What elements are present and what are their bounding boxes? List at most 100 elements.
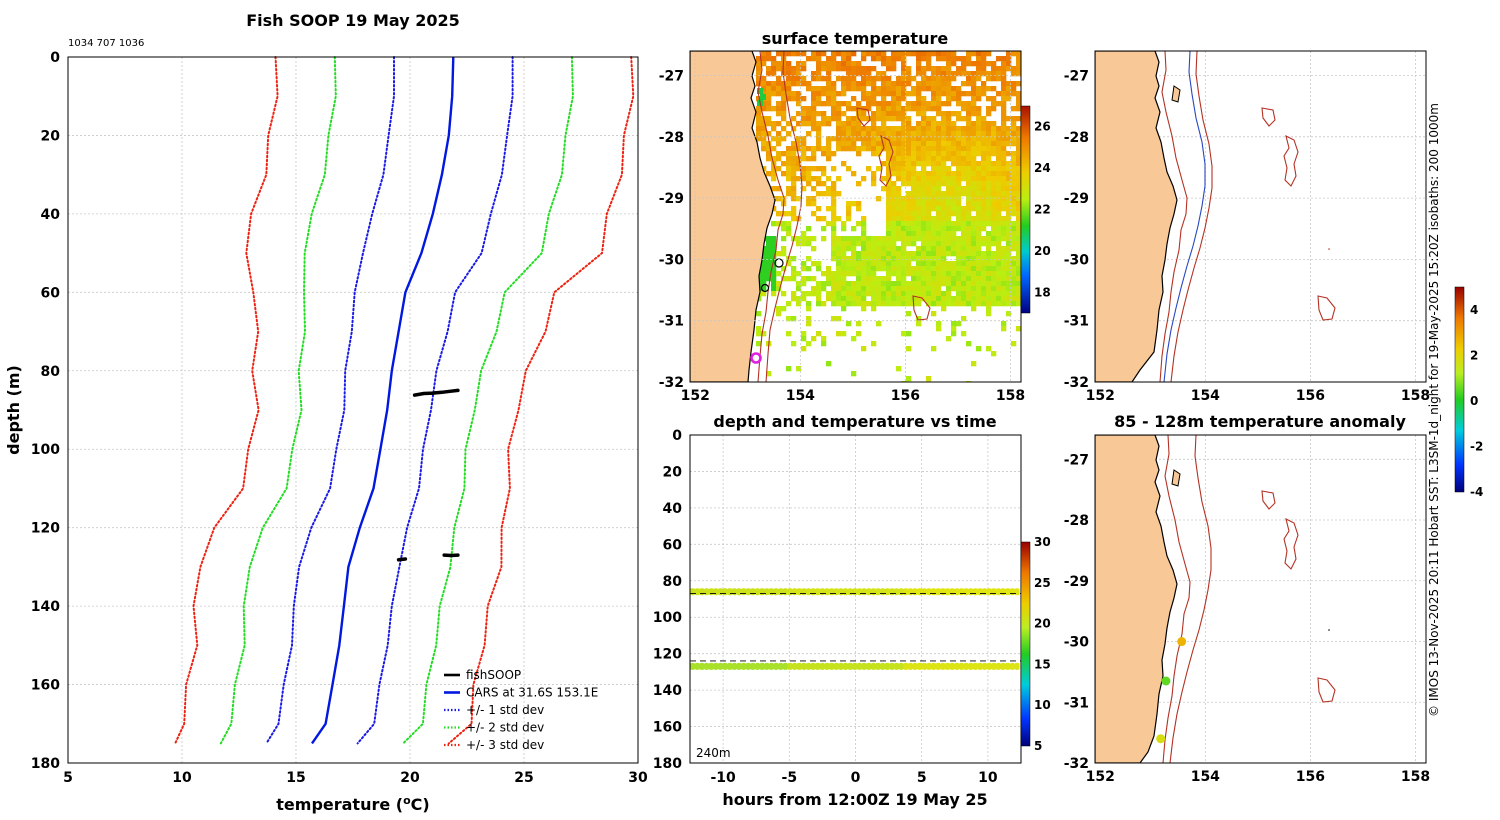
map-lon-tick: 154	[1191, 388, 1220, 404]
sst-pixel	[781, 111, 787, 117]
sst-pixel	[836, 296, 842, 302]
sst-pixel	[896, 176, 902, 182]
sst-pixel	[921, 141, 927, 147]
sst-pixel	[986, 186, 992, 192]
sst-pixel	[856, 71, 862, 77]
sst-pixel	[941, 81, 947, 87]
sst-pixel	[1011, 296, 1017, 302]
sst-pixel	[906, 106, 912, 112]
sst-pixel	[966, 56, 972, 62]
sst-pixel	[846, 201, 852, 207]
sst-pixel	[826, 291, 832, 297]
map-lat-tick: -32	[1064, 375, 1089, 391]
depth-time-point	[759, 662, 765, 670]
sst-pixel	[936, 181, 942, 187]
sst-pixel	[791, 76, 797, 82]
sst-pixel	[936, 121, 942, 127]
sst-pixel	[916, 131, 922, 137]
sst-pixel	[926, 151, 932, 157]
depth-time-point	[755, 662, 761, 670]
sst-pixel	[981, 241, 987, 247]
sst-pixel	[816, 136, 822, 142]
sst-pixel	[921, 296, 927, 302]
sst-pixel	[841, 91, 847, 97]
sst-pixel	[816, 91, 822, 97]
sst-pixel	[976, 61, 982, 67]
sst-pixel	[916, 201, 922, 207]
sst-pixel	[821, 286, 827, 292]
map-lat-tick: -29	[1064, 191, 1089, 207]
sst-pixel	[961, 211, 967, 217]
sst-pixel	[901, 161, 907, 167]
sst-pixel	[951, 301, 957, 307]
sst-pixel	[821, 171, 827, 177]
sst-pixel	[1001, 256, 1007, 262]
sst-pixel	[876, 256, 882, 262]
sst-pixel	[946, 206, 952, 212]
depth-time-point	[856, 588, 862, 596]
sst-pixel	[991, 66, 997, 72]
sst-pixel	[876, 116, 882, 122]
sst-pixel	[956, 246, 962, 252]
sst-pixel	[991, 101, 997, 107]
sst-pixel	[876, 261, 882, 267]
sst-pixel	[1016, 261, 1021, 267]
sst-pixel	[971, 266, 977, 272]
sst-pixel	[901, 141, 907, 147]
sst-pixel	[816, 331, 822, 337]
sst-pixel	[901, 246, 907, 252]
sst-pixel	[901, 286, 907, 292]
sst-pixel	[796, 81, 802, 87]
sst-pixel	[836, 251, 842, 257]
sst-pixel	[891, 226, 897, 232]
sst-pixel	[926, 196, 932, 202]
depth-time-point	[796, 662, 802, 670]
sst-seamount-1	[878, 134, 894, 187]
sst-pixel	[936, 166, 942, 172]
sst-pixel	[876, 236, 882, 242]
sst-pixel	[831, 111, 837, 117]
sst-pixel	[1006, 126, 1012, 132]
depth-time-y-tick: 180	[653, 756, 682, 772]
depth-time-point	[1000, 662, 1006, 670]
sst-pixel	[951, 151, 957, 157]
sst-pixel	[791, 271, 797, 277]
sst-pixel	[886, 286, 892, 292]
sst-pixel	[921, 131, 927, 137]
sst-pixel	[881, 96, 887, 102]
sst-pixel	[996, 56, 1002, 62]
sst-pixel	[811, 106, 817, 112]
sst-pixel	[881, 106, 887, 112]
sst-pixel	[996, 166, 1002, 172]
sst-pixel	[896, 256, 902, 262]
depth-time-point	[954, 588, 960, 596]
sst-pixel	[986, 271, 992, 277]
sst-pixel	[821, 66, 827, 72]
sst-pixel	[966, 161, 972, 167]
sst-pixel	[1001, 231, 1007, 237]
sst-pixel	[791, 191, 797, 197]
depth-time-point	[829, 662, 835, 670]
sst-pixel	[911, 271, 917, 277]
sst-pixel	[1011, 186, 1017, 192]
sst-pixel	[1006, 81, 1012, 87]
sst-pixel	[816, 66, 822, 72]
sst-pixel	[801, 141, 807, 147]
sst-pixel	[936, 221, 942, 227]
sst-pixel	[791, 276, 797, 282]
sst-pixel	[876, 151, 882, 157]
sst-pixel	[986, 251, 992, 257]
sst-pixel	[841, 86, 847, 92]
sst-pixel	[941, 126, 947, 132]
sst-pixel	[946, 126, 952, 132]
sst-pixel	[811, 236, 817, 242]
sst-pixel	[836, 236, 842, 242]
sst-pixel	[921, 266, 927, 272]
sst-pixel	[911, 156, 917, 162]
sst-pixel	[931, 136, 937, 142]
sst-pixel	[861, 301, 867, 307]
sst-pixel	[801, 51, 807, 57]
sst-pixel	[951, 126, 957, 132]
sst-pixel	[836, 176, 842, 182]
sst-pixel	[831, 291, 837, 297]
